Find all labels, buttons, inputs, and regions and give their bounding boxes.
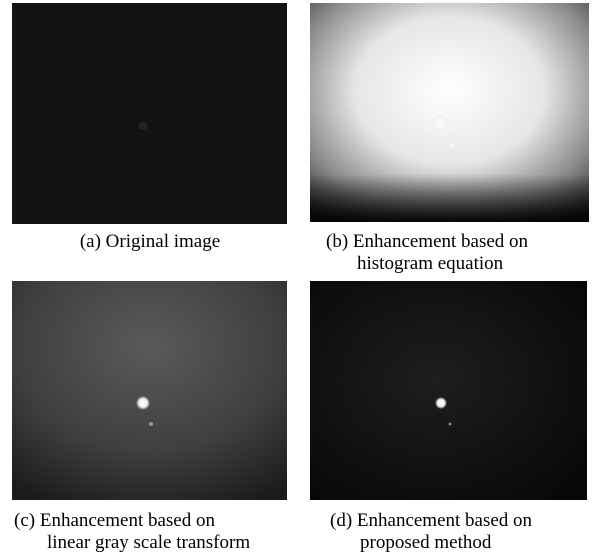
target bbox=[139, 122, 147, 130]
target bbox=[149, 422, 153, 426]
panel-a: (a) Original image bbox=[12, 3, 287, 252]
image bbox=[12, 3, 287, 224]
caption: (b) Enhancement based on bbox=[326, 231, 529, 252]
panel-d: (d) Enhancement based on proposed method bbox=[310, 281, 587, 553]
panel-b: (b) Enhancement based on histogram equat… bbox=[310, 3, 589, 274]
caption: (a) Original image bbox=[80, 231, 220, 252]
target bbox=[435, 397, 447, 409]
target bbox=[448, 141, 456, 149]
caption: (c) Enhancement based on bbox=[14, 510, 215, 531]
panel-c: (c) Enhancement based on linear gray sca… bbox=[12, 281, 287, 553]
target bbox=[449, 423, 452, 426]
figure: (a) Original image (b) Enhancement based… bbox=[0, 0, 593, 554]
page: (a) Original image (b) Enhancement based… bbox=[0, 0, 593, 554]
caption: histogram equation bbox=[357, 253, 504, 274]
image bbox=[310, 281, 587, 500]
image bbox=[12, 281, 287, 500]
target bbox=[428, 112, 452, 136]
caption: linear gray scale transform bbox=[47, 532, 250, 553]
caption: proposed method bbox=[360, 532, 492, 553]
image-shade bbox=[310, 3, 589, 222]
caption: (d) Enhancement based on bbox=[330, 510, 533, 531]
target bbox=[136, 396, 150, 410]
